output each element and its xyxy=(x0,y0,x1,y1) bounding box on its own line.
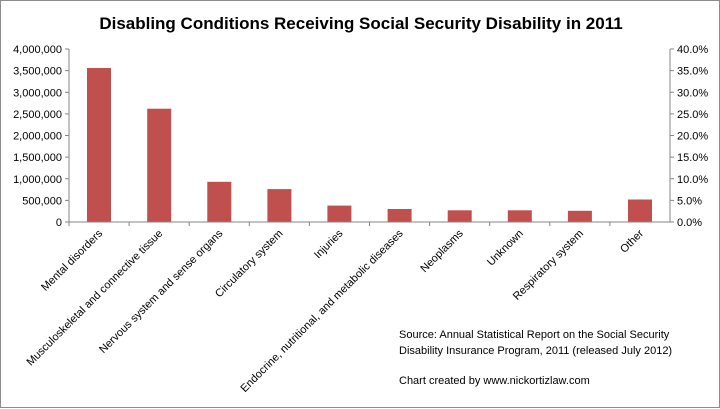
bar xyxy=(507,210,532,222)
left-tick-label: 2,000,000 xyxy=(13,131,62,143)
bar xyxy=(267,189,292,222)
right-tick-label: 5.0% xyxy=(677,195,702,207)
left-tick-label: 1,500,000 xyxy=(13,152,62,164)
category-label: Mental disorders xyxy=(39,227,105,293)
bar xyxy=(567,210,592,222)
category-label: Neoplasms xyxy=(418,227,466,275)
left-tick-label: 3,500,000 xyxy=(13,66,62,78)
bars xyxy=(68,68,652,226)
category-label: Injuries xyxy=(312,227,346,261)
left-tick-label: 4,000,000 xyxy=(13,44,62,56)
right-tick-label: 20.0% xyxy=(677,131,708,143)
category-label: Other xyxy=(618,227,646,255)
left-tick-label: 500,000 xyxy=(22,195,62,207)
right-tick-label: 35.0% xyxy=(677,66,708,78)
bar xyxy=(327,205,352,222)
left-tick-label: 0 xyxy=(56,217,62,229)
right-axis-ticks: 0.0% 5.0% 10.0% 15.0% 20.0% 25.0% 30.0% 35.0% 40… xyxy=(670,44,708,229)
chart-credit: Chart created by www.nickortizlaw.com xyxy=(399,375,590,387)
bar xyxy=(387,209,412,222)
category-label: Musculoskeletal and connective tissue xyxy=(24,228,165,369)
left-axis-ticks: 0 500,000 1,000,000 1,500,000 2,000,000 2,500… xyxy=(13,44,69,229)
right-tick-label: 30.0% xyxy=(677,87,708,99)
source-line-2: Disability Insurance Program, 2011 (rele… xyxy=(399,345,672,357)
right-tick-label: 15.0% xyxy=(677,152,708,164)
category-label: Circulatory system xyxy=(213,228,285,300)
chart-title: Disabling Conditions Receiving Social Se… xyxy=(99,14,622,33)
right-tick-label: 25.0% xyxy=(677,109,708,121)
right-tick-label: 10.0% xyxy=(677,174,708,186)
left-tick-label: 2,500,000 xyxy=(13,109,62,121)
category-label: Unknown xyxy=(485,228,526,269)
bar xyxy=(207,181,232,222)
bar xyxy=(628,199,652,222)
source-line-1: Source: Annual Statistical Report on the… xyxy=(399,329,670,341)
bar xyxy=(147,108,172,222)
bar xyxy=(447,210,472,222)
right-tick-label: 0.0% xyxy=(677,217,702,229)
right-tick-label: 40.0% xyxy=(677,44,708,56)
left-tick-label: 1,000,000 xyxy=(13,174,62,186)
bar xyxy=(87,68,111,222)
category-label: Nervous system and sense organs xyxy=(97,227,226,356)
left-tick-label: 3,000,000 xyxy=(13,87,62,99)
